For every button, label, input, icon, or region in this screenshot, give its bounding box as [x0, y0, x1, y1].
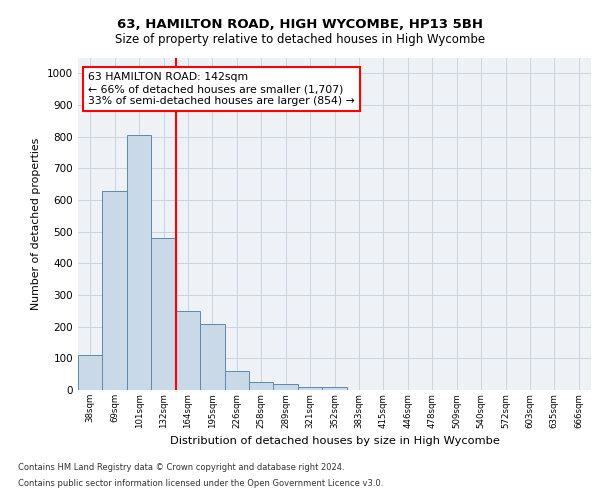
Bar: [224, 371, 249, 390]
Bar: [249, 382, 274, 390]
Bar: [103, 190, 127, 390]
Text: Contains HM Land Registry data © Crown copyright and database right 2024.: Contains HM Land Registry data © Crown c…: [18, 464, 344, 472]
Bar: [176, 311, 200, 390]
Text: 63 HAMILTON ROAD: 142sqm
← 66% of detached houses are smaller (1,707)
33% of sem: 63 HAMILTON ROAD: 142sqm ← 66% of detach…: [88, 72, 355, 106]
X-axis label: Distribution of detached houses by size in High Wycombe: Distribution of detached houses by size …: [170, 436, 499, 446]
Bar: [78, 355, 103, 390]
Y-axis label: Number of detached properties: Number of detached properties: [31, 138, 41, 310]
Bar: [274, 384, 298, 390]
Bar: [298, 387, 322, 390]
Bar: [127, 135, 151, 390]
Bar: [200, 324, 224, 390]
Bar: [151, 238, 176, 390]
Bar: [322, 387, 347, 390]
Text: 63, HAMILTON ROAD, HIGH WYCOMBE, HP13 5BH: 63, HAMILTON ROAD, HIGH WYCOMBE, HP13 5B…: [117, 18, 483, 30]
Text: Size of property relative to detached houses in High Wycombe: Size of property relative to detached ho…: [115, 32, 485, 46]
Text: Contains public sector information licensed under the Open Government Licence v3: Contains public sector information licen…: [18, 478, 383, 488]
